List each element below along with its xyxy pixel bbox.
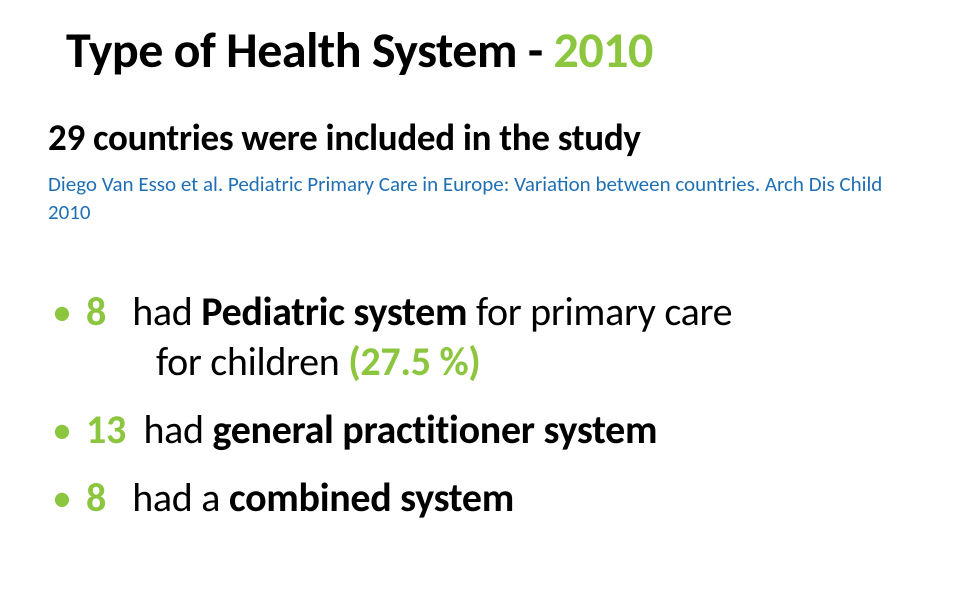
citation-paper: Pediatric Primary Care in Europe: Variat…: [228, 171, 765, 197]
slide-body: Type of Health System - 2010 29 countrie…: [0, 0, 960, 594]
bullet-bold: Pediatric system: [201, 287, 476, 336]
bullet-number: 8: [86, 473, 106, 522]
bullet-line2-text: for children: [156, 337, 348, 386]
bullet-text: had: [126, 405, 213, 454]
bullet-text: had a: [106, 473, 229, 522]
bullet-text: had: [106, 287, 201, 336]
citation-line: Diego Van Esso et al. Pediatric Primary …: [48, 170, 912, 227]
bullet-item: 8 had a combined system: [48, 473, 912, 523]
bullet-bold: combined system: [229, 473, 514, 522]
bullet-item: 13 had general practitioner system: [48, 405, 912, 455]
slide-title: Type of Health System - 2010: [66, 20, 912, 81]
bullet-list: 8 had Pediatric system for primary care …: [48, 287, 912, 523]
bullet-number: 13: [86, 405, 126, 454]
bullet-text: for primary care: [476, 287, 732, 336]
bullet-percentage: (27.5 %): [348, 337, 480, 386]
title-prefix: Type of Health System -: [66, 20, 554, 81]
citation-authors: Diego Van Esso et al.: [48, 171, 228, 197]
title-year: 2010: [554, 20, 653, 81]
bullet-item: 8 had Pediatric system for primary care …: [48, 287, 912, 387]
bullet-line2: for children (27.5 %): [86, 337, 912, 387]
study-subtitle: 29 countries were included in the study: [48, 115, 912, 160]
bullet-bold: general practitioner system: [212, 405, 657, 454]
bullet-number: 8: [86, 287, 106, 336]
